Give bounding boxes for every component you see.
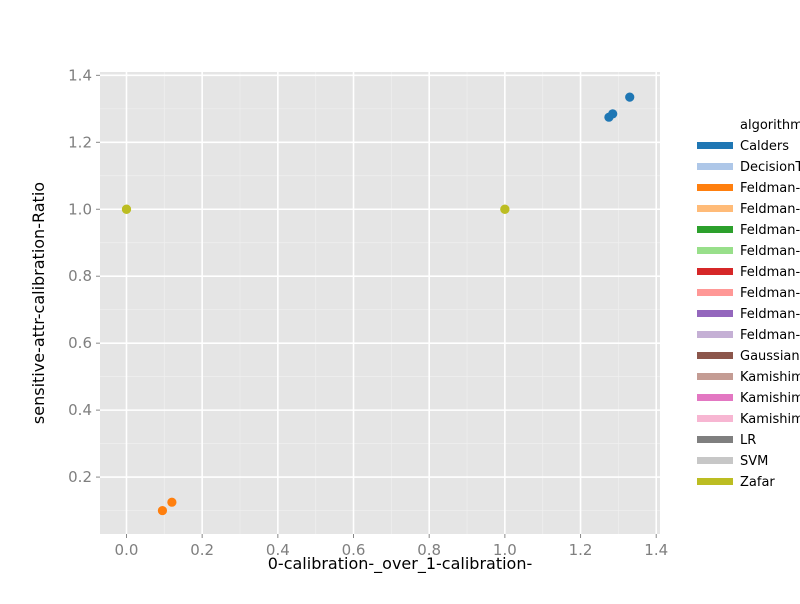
legend-label: Feldman-DecisionTree [740, 202, 800, 217]
y-tick-label: 0.2 [68, 468, 92, 486]
legend-swatch [697, 142, 733, 149]
y-tick-label: 1.2 [68, 133, 92, 151]
x-tick-label: 1.2 [569, 541, 593, 559]
data-point [167, 497, 177, 507]
legend-swatch [697, 289, 733, 296]
legend-swatch [697, 205, 733, 212]
legend-swatch [697, 436, 733, 443]
legend-swatch [697, 331, 733, 338]
x-axis-label: 0-calibration-_over_1-calibration- [268, 554, 533, 574]
legend-label: Calders [740, 139, 789, 154]
legend-swatch [697, 226, 733, 233]
major-gridlines [100, 72, 660, 534]
legend-swatch [697, 457, 733, 464]
data-point [121, 204, 132, 214]
legend-swatch [697, 394, 733, 401]
legend-label: Feldman-DecisionTree [740, 181, 800, 196]
x-tick-label: 1.0 [493, 541, 517, 559]
legend-label: GaussianNB [740, 349, 800, 364]
legend-swatch [697, 352, 733, 359]
plot-panel [100, 72, 660, 534]
legend-swatch [697, 268, 733, 275]
legend-swatch [697, 247, 733, 254]
legend-swatch [697, 310, 733, 317]
legend-swatch [697, 184, 733, 191]
x-axis-ticks: 0.0 0.2 0.4 0.6 0.8 1.0 1.2 1.4 [115, 534, 668, 559]
y-tick-label: 1.4 [68, 66, 92, 84]
legend-label: Feldman-GaussianNB [740, 244, 800, 259]
legend-label: Kamishima [740, 412, 800, 427]
data-point [157, 505, 168, 516]
legend-label: Feldman-SVM [740, 328, 800, 343]
legend-label: Feldman-GaussianNB [740, 223, 800, 238]
legend-label: Kamishima [740, 391, 800, 406]
legend-label: LR [740, 433, 756, 448]
x-tick-label: 0.2 [190, 541, 214, 559]
legend-swatch [697, 478, 733, 485]
legend-label: Zafar [740, 475, 775, 490]
legend-label: Feldman-LR [740, 286, 800, 301]
data-points [121, 92, 635, 516]
legend-label: Feldman-LR [740, 265, 800, 280]
data-point [500, 204, 510, 214]
legend-label: SVM [740, 454, 768, 469]
data-point [625, 92, 635, 102]
x-tick-label: 1.4 [644, 541, 668, 559]
legend-items: Calders DecisionTree Feldman-DecisionTree F… [697, 139, 800, 490]
y-tick-label: 0.8 [68, 267, 92, 285]
x-tick-label: 0.8 [417, 541, 441, 559]
legend-label: DecisionTree [740, 160, 800, 175]
x-tick-label: 0.6 [342, 541, 366, 559]
legend-label: Feldman-SVM [740, 307, 800, 322]
x-tick-label: 0.0 [115, 541, 139, 559]
legend-swatch [697, 415, 733, 422]
minor-gridlines [100, 72, 660, 534]
data-point [608, 109, 618, 119]
legend-swatch [697, 373, 733, 380]
legend-swatch [697, 163, 733, 170]
y-axis-ticks: 0.2 0.4 0.6 0.8 1.0 1.2 1.4 [68, 66, 100, 486]
y-tick-label: 1.0 [68, 200, 92, 218]
y-axis-label: sensitive-attr-calibration-Ratio [29, 182, 48, 424]
legend-title: algorithm [740, 118, 800, 133]
x-tick-label: 0.4 [266, 541, 290, 559]
y-tick-label: 0.4 [68, 401, 92, 419]
y-tick-label: 0.6 [68, 334, 92, 352]
legend-label: Kamishima [740, 370, 800, 385]
legend: algorithm Calders DecisionTree Feldman-Dec… [697, 118, 800, 490]
